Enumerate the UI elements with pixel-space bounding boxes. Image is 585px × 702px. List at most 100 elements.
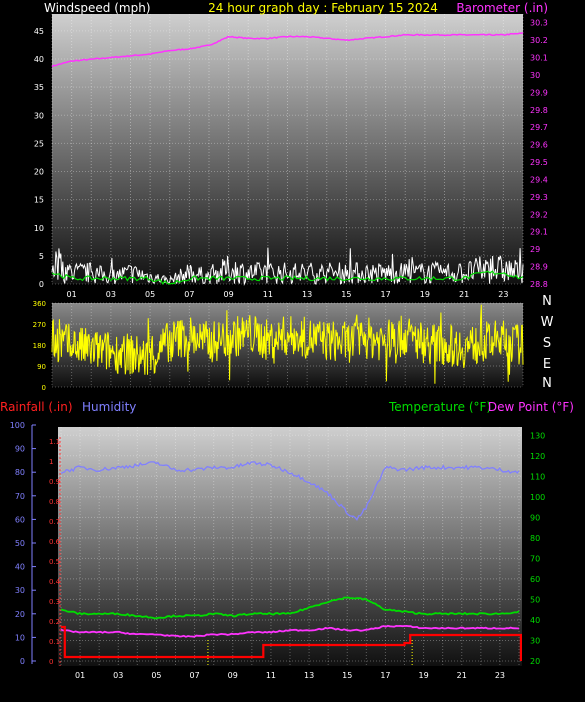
barometer-line [51, 32, 524, 68]
compass-label: W [541, 315, 554, 330]
hour-tick-label: 13 [304, 671, 314, 680]
dewpoint-line [60, 624, 520, 638]
hour-tick-label: 03 [113, 671, 123, 680]
temperature-tick-label: 70 [530, 554, 540, 563]
humidity-tick-label: 70 [15, 492, 25, 501]
temperature-axis-label: Temperature (°F) [388, 400, 491, 414]
barometer-axis-label: Barometer (.in) [456, 1, 548, 15]
dewpoint-axis-label: Dew Point (°F) [488, 400, 574, 414]
barometer-tick-label: 29.8 [530, 106, 548, 115]
rainfall-tick-label: 0.6 [49, 538, 61, 546]
compass-label: N [542, 376, 552, 391]
rainfall-tick-label: 0.8 [49, 498, 60, 506]
hour-tick-label: 01 [75, 671, 85, 680]
windspeed-tick-label: 10 [34, 224, 44, 233]
wind-baro-series [51, 32, 524, 286]
hour-tick-label: 19 [420, 290, 430, 299]
barometer-tick-label: 29 [530, 245, 540, 254]
hour-tick-label: 17 [380, 671, 390, 680]
temperature-tick-label: 50 [530, 595, 540, 604]
hour-tick-label: 09 [228, 671, 238, 680]
barometer-tick-label: 29.1 [530, 228, 548, 237]
windspeed-tick-label: 15 [34, 196, 44, 205]
barometer-tick-label: 29.7 [530, 123, 548, 132]
hour-tick-label: 17 [381, 290, 391, 299]
barometer-tick-label: 29.2 [530, 210, 548, 219]
direction-degree-ticks: 0 90 180 270 360 [33, 300, 46, 392]
hour-tick-label: 15 [342, 671, 352, 680]
humidity-tick-label: 30 [15, 586, 25, 595]
compass-label: N [542, 294, 552, 309]
temp-hum-series [59, 437, 523, 666]
humidity-tick-label: 50 [15, 539, 25, 548]
rainfall-line [61, 625, 523, 661]
temperature-tick-label: 130 [530, 431, 545, 440]
chart-title: 24 hour graph day : February 15 2024 [208, 1, 438, 15]
hour-tick-label: 05 [145, 290, 155, 299]
hour-tick-label: 15 [341, 290, 351, 299]
humidity-tick-label: 20 [15, 610, 25, 619]
barometer-tick-label: 30.3 [530, 19, 548, 28]
barometer-tick-label: 30.1 [530, 54, 548, 63]
hour-ticks-bottom: 01 03 05 07 09 11 13 15 17 19 21 23 [75, 671, 505, 680]
barometer-tick-label: 29.3 [530, 193, 548, 202]
windspeed-ticks: 0 5 10 15 20 25 30 35 40 45 [34, 27, 44, 289]
barometer-tick-label: 29.5 [530, 158, 548, 167]
humidity-ticks: 0 10 20 30 40 50 60 70 80 90 100 [10, 421, 36, 666]
rainfall-tick-label: 0.1 [49, 638, 60, 646]
rainfall-tick-label: 0.3 [49, 598, 60, 606]
rainfall-tick-label: 0.9 [49, 478, 60, 486]
compass-label: E [543, 357, 551, 372]
humidity-axis-label: Humidity [82, 400, 136, 414]
temperature-ticks: 20 30 40 50 60 70 80 90 100 110 120 130 [530, 431, 545, 666]
humidity-tick-label: 90 [15, 445, 25, 454]
hour-tick-label: 09 [224, 290, 234, 299]
temp-hum-plot-area [58, 427, 522, 666]
hour-tick-label: 07 [189, 671, 199, 680]
temperature-line [60, 596, 520, 620]
windspeed-axis-label: Windspeed (mph) [44, 1, 151, 15]
hour-tick-label: 23 [498, 290, 508, 299]
wind-baro-plot-area [52, 14, 523, 284]
humidity-tick-label: 0 [20, 657, 25, 666]
barometer-tick-label: 28.8 [530, 280, 548, 289]
rainfall-axis-label: Rainfall (.in) [0, 400, 73, 414]
barometer-tick-label: 30 [530, 71, 540, 80]
temperature-tick-label: 40 [530, 616, 540, 625]
direction-series [51, 304, 524, 384]
barometer-tick-label: 29.4 [530, 175, 548, 184]
windspeed-tick-label: 40 [34, 55, 44, 64]
windspeed-tick-label: 25 [34, 139, 44, 148]
humidity-tick-label: 100 [10, 421, 25, 430]
humidity-tick-label: 60 [15, 515, 25, 524]
hour-tick-label: 21 [457, 671, 467, 680]
humidity-tick-label: 10 [15, 633, 25, 642]
rainfall-tick-label: 0.7 [49, 518, 60, 526]
hour-tick-label: 11 [263, 290, 273, 299]
temperature-tick-label: 100 [530, 493, 545, 502]
hour-tick-label: 23 [495, 671, 505, 680]
hour-tick-label: 19 [418, 671, 428, 680]
barometer-tick-label: 28.9 [530, 263, 548, 272]
wind-average-line [51, 270, 524, 285]
windspeed-tick-label: 30 [34, 111, 44, 120]
temperature-tick-label: 120 [530, 452, 545, 461]
direction-tick-label: 180 [33, 342, 46, 350]
direction-tick-label: 90 [37, 363, 46, 371]
humidity-tick-label: 40 [15, 563, 25, 572]
humidity-line [60, 461, 520, 521]
hour-tick-label: 05 [151, 671, 161, 680]
hour-tick-label: 21 [459, 290, 469, 299]
rainfall-tick-label: 0.4 [49, 578, 61, 586]
hour-tick-label: 07 [184, 290, 194, 299]
barometer-tick-label: 30.2 [530, 36, 548, 45]
temperature-tick-label: 20 [530, 657, 540, 666]
rainfall-tick-label: 0.5 [49, 558, 60, 566]
windspeed-tick-label: 0 [39, 280, 44, 289]
direction-tick-label: 0 [42, 384, 46, 392]
barometer-tick-label: 29.6 [530, 141, 548, 150]
wind-direction-line [51, 304, 524, 384]
windspeed-tick-label: 45 [34, 27, 44, 36]
